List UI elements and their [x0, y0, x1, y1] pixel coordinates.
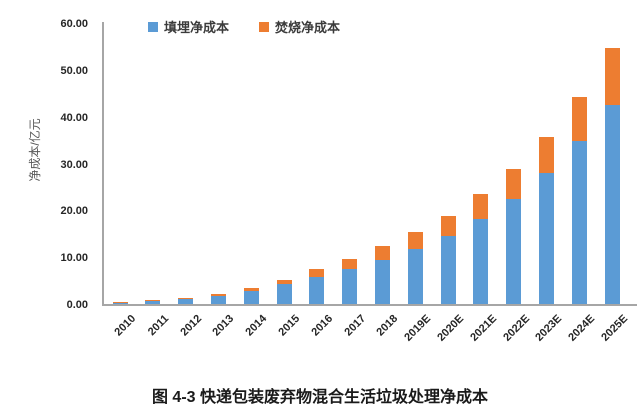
legend-label-incineration: 焚烧净成本 — [275, 20, 341, 35]
y-tick-label: 40.00 — [60, 111, 88, 124]
bar-segment-incineration — [178, 297, 194, 299]
bar-segment-landfill — [309, 276, 325, 305]
bar-segment-landfill — [276, 284, 292, 305]
bar-segment-incineration — [243, 288, 259, 292]
bar-segment-incineration — [276, 280, 292, 285]
bar-segment-incineration — [407, 232, 423, 249]
bar-segment-incineration — [374, 245, 390, 261]
bar-segment-incineration — [506, 169, 522, 200]
bar-segment-incineration — [604, 48, 620, 106]
bar-segment-landfill — [112, 302, 128, 305]
bar-segment-incineration — [538, 136, 554, 174]
bar-segment-landfill — [538, 173, 554, 305]
legend: 填埋净成本 焚烧净成本 — [148, 17, 340, 36]
bar-segment-landfill — [210, 295, 226, 305]
legend-label-landfill: 填埋净成本 — [164, 20, 230, 35]
bar-segment-incineration — [473, 194, 489, 219]
bar-segment-landfill — [407, 248, 423, 305]
bar-segment-incineration — [145, 300, 161, 301]
y-tick-label: 20.00 — [60, 205, 88, 218]
bar-segment-incineration — [571, 96, 587, 142]
bar-segment-incineration — [342, 258, 358, 269]
bar-segment-landfill — [506, 199, 522, 305]
bar-segment-landfill — [571, 141, 587, 305]
x-axis-line — [102, 304, 637, 306]
bar-segment-landfill — [440, 236, 456, 305]
y-tick-label: 0.00 — [66, 299, 88, 311]
bar-segment-landfill — [243, 291, 259, 305]
bar-segment-landfill — [178, 298, 194, 305]
bar-segment-incineration — [440, 215, 456, 237]
bar-segment-landfill — [604, 105, 620, 305]
y-tick-label: 30.00 — [60, 158, 88, 171]
legend-item-landfill: 填埋净成本 — [148, 17, 229, 36]
y-tick-label: 60.00 — [60, 18, 88, 30]
y-tick-label: 50.00 — [60, 64, 88, 77]
landfill-swatch-icon — [148, 21, 158, 32]
legend-item-incineration: 焚烧净成本 — [259, 17, 340, 36]
bar-segment-landfill — [342, 268, 358, 305]
y-axis-line — [102, 22, 104, 305]
bar-segment-landfill — [145, 301, 161, 305]
figure-caption: 图 4-3 快递包装废弃物混合生活垃圾处理净成本 — [151, 389, 489, 406]
bar-segment-incineration — [210, 293, 226, 296]
y-tick-label: 10.00 — [60, 252, 88, 265]
incineration-swatch-icon — [259, 21, 270, 32]
bar-segment-landfill — [374, 260, 390, 305]
bar-segment-incineration — [309, 268, 325, 277]
bar-segment-landfill — [473, 218, 489, 305]
